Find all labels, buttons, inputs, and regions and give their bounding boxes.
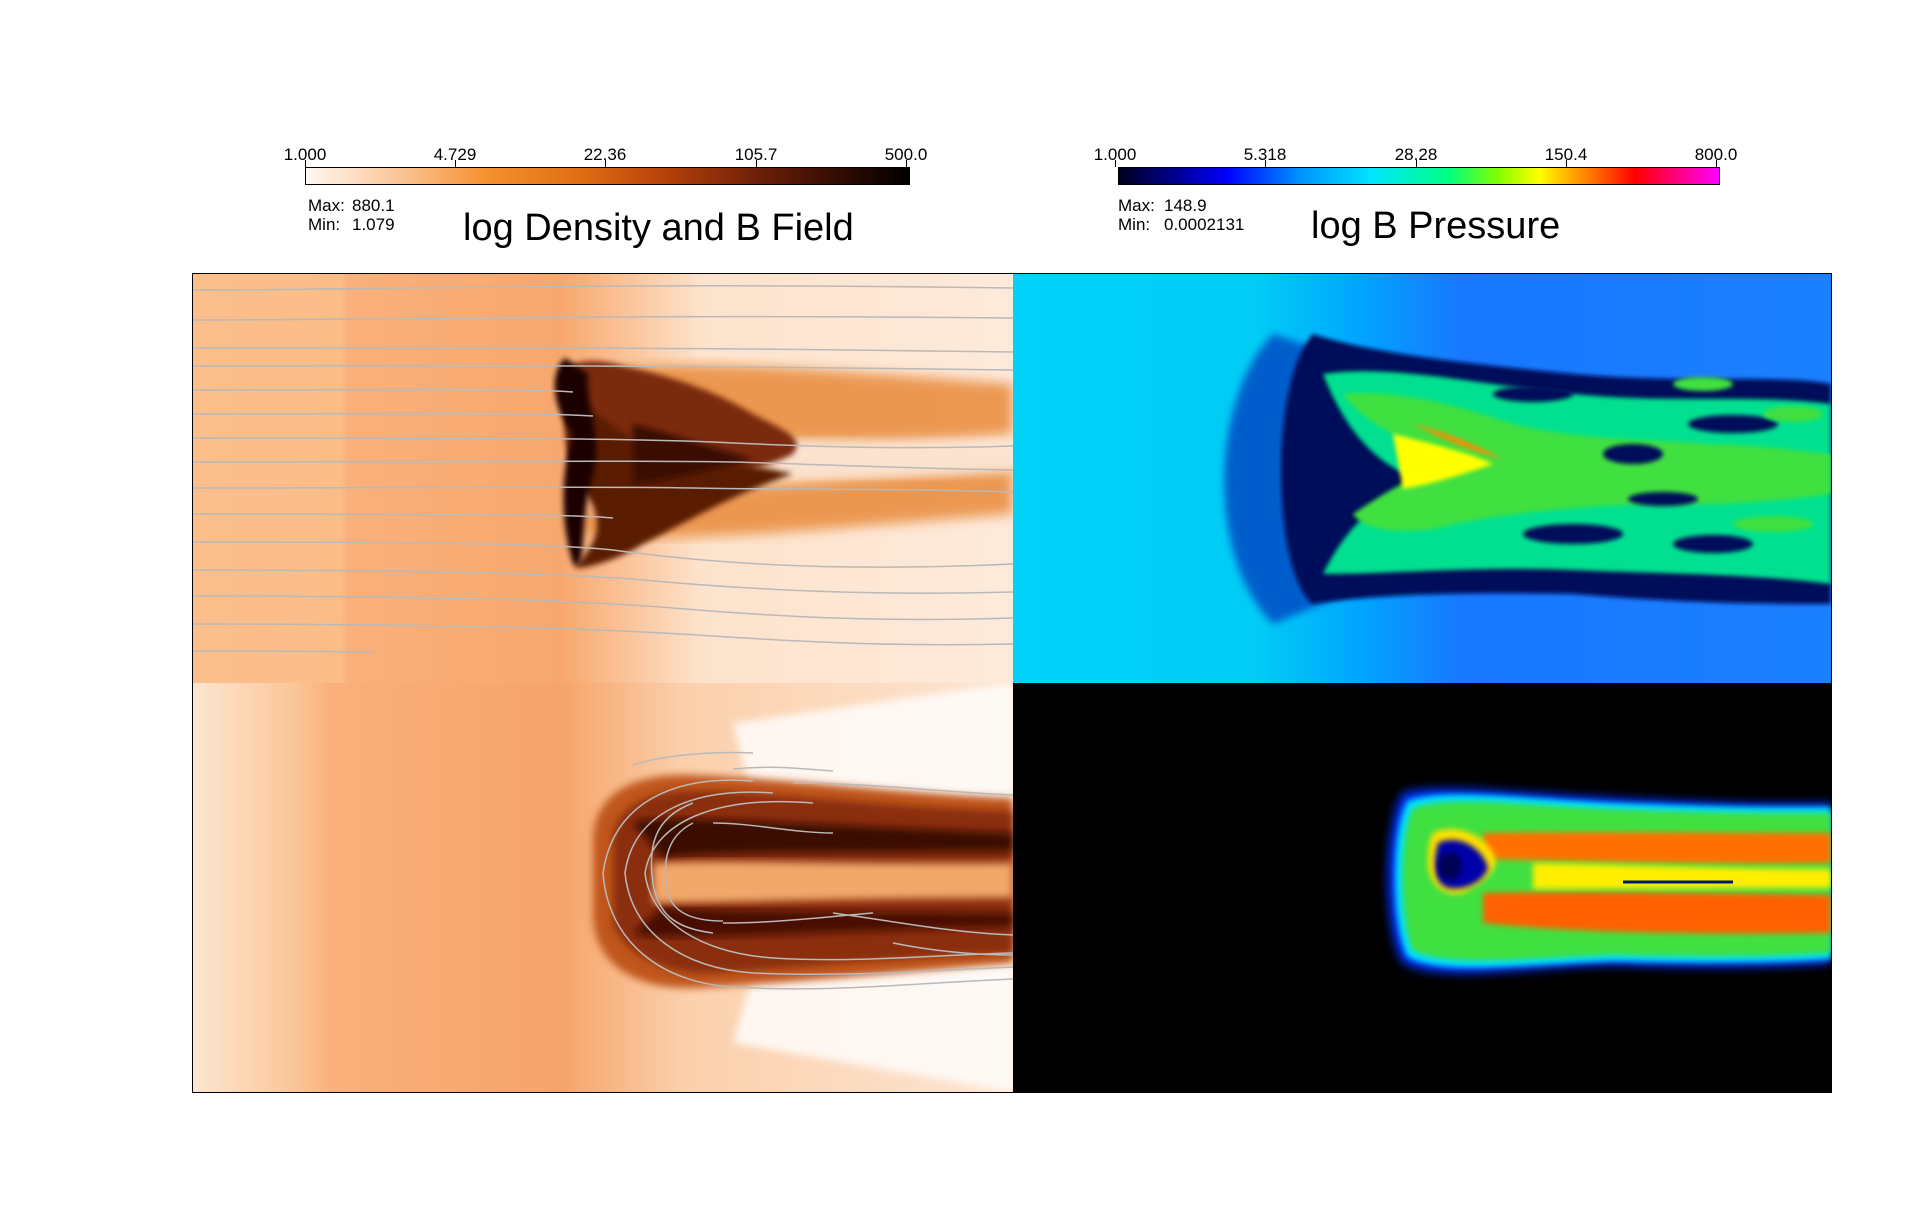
tick-mark [1115,160,1116,167]
min-value: 1.079 [352,215,395,234]
bpressure-title: log B Pressure [1311,205,1561,247]
bpressure-max-stat: Max: 148.9 [1118,196,1207,215]
colorbar-tick-label: 5.318 [1243,145,1287,164]
max-value: 148.9 [1164,196,1207,215]
bpressure-panel-top [1013,274,1831,683]
density-panel-bottom [193,683,1013,1092]
density-colorbar-gradient [305,167,910,185]
tick-mark [1265,160,1266,167]
min-value: 0.0002131 [1164,215,1245,234]
colorbar-tick-label: 800.0 [1694,145,1738,164]
plot-frame [192,273,1832,1093]
tick-mark [1566,160,1567,167]
colorbar-tick-label: 500.0 [884,145,928,164]
tick-mark [906,160,907,167]
colorbar-tick-label: 1.000 [283,145,327,164]
bpressure-colorbar-gradient [1118,167,1720,185]
tick-mark [1716,160,1717,167]
bpressure-panel-bottom [1013,683,1831,1092]
min-label: Min: [308,215,341,234]
density-min-stat: Min: 1.079 [308,215,395,234]
density-max-stat: Max: 880.1 [308,196,395,215]
colorbar-tick-label: 150.4 [1544,145,1588,164]
colorbar-tick-label: 22.36 [583,145,627,164]
tick-mark [455,160,456,167]
density-title: log Density and B Field [463,207,854,249]
colorbar-tick-label: 28.28 [1394,145,1438,164]
tick-mark [756,160,757,167]
max-label: Max: [1118,196,1155,215]
density-panel-top [193,274,1013,683]
colorbar-tick-label: 105.7 [734,145,778,164]
tick-mark [305,160,306,167]
bpressure-min-stat: Min: 0.0002131 [1118,215,1244,234]
min-label: Min: [1118,215,1151,234]
tick-mark [1416,160,1417,167]
max-label: Max: [308,196,345,215]
max-value: 880.1 [352,196,395,215]
colorbar-tick-label: 1.000 [1093,145,1137,164]
tick-mark [605,160,606,167]
colorbar-tick-label: 4.729 [433,145,477,164]
